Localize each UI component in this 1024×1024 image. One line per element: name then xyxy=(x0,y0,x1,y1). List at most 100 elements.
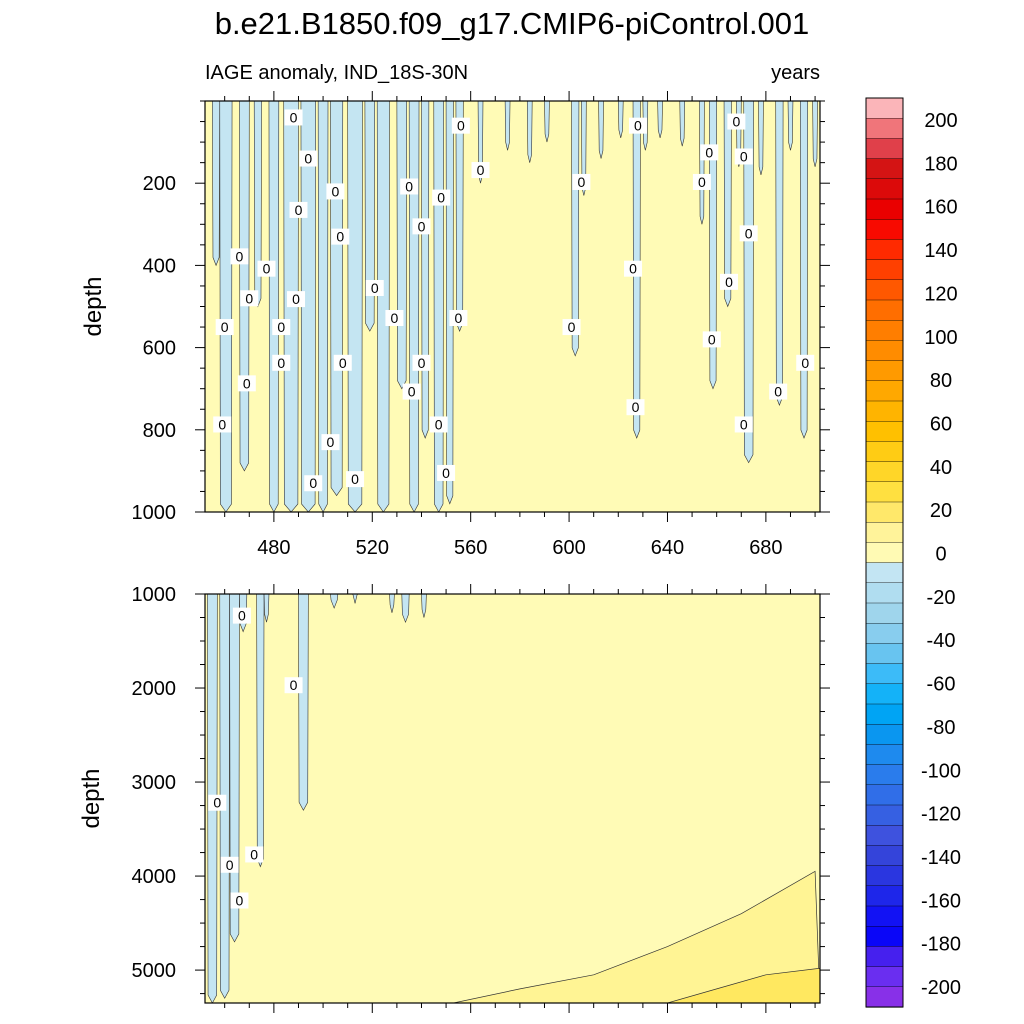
negative-band xyxy=(376,101,390,512)
x-tick-label: 640 xyxy=(651,537,684,559)
colorbar-swatch xyxy=(865,218,904,240)
y-tick-label: 200 xyxy=(143,173,176,195)
colorbar-label: -60 xyxy=(927,674,956,696)
colorbar-swatch xyxy=(865,986,904,1008)
contour-label: 0 xyxy=(732,114,740,130)
colorbar-frame xyxy=(865,97,904,1008)
negative-band xyxy=(212,101,221,267)
contour-label-box xyxy=(240,290,259,307)
negative-band xyxy=(317,101,329,512)
contour-label: 0 xyxy=(698,174,706,190)
contour-label-box xyxy=(451,117,470,134)
negative-band xyxy=(256,594,265,868)
contour-label: 0 xyxy=(568,319,576,335)
negative-band xyxy=(723,101,732,308)
contour-label: 0 xyxy=(774,384,782,400)
negative-band xyxy=(699,101,705,225)
negative-band xyxy=(263,594,270,623)
y-axis-label: depth xyxy=(78,768,105,828)
negative-band xyxy=(330,101,344,497)
x-tick-label: 560 xyxy=(454,537,487,559)
contour-label: 0 xyxy=(634,118,642,134)
colorbar-label: -80 xyxy=(927,717,956,739)
contour-label-box xyxy=(215,319,234,336)
contour-label: 0 xyxy=(245,290,253,306)
contour-label-box xyxy=(230,892,249,909)
units-subtitle: years xyxy=(771,62,820,84)
variable-subtitle: IAGE anomaly, IND_18S-30N xyxy=(205,62,469,84)
contour-label: 0 xyxy=(331,183,339,199)
contour-label: 0 xyxy=(708,331,716,347)
contour-label-box xyxy=(400,178,419,195)
colorbar-label: -140 xyxy=(921,847,961,869)
contour-label: 0 xyxy=(327,434,335,450)
contour-label-box xyxy=(429,416,448,433)
negative-band xyxy=(617,101,624,139)
y-tick-label: 4000 xyxy=(132,866,177,888)
x-tick-label: 480 xyxy=(257,537,290,559)
contour-label: 0 xyxy=(226,857,234,873)
colorbar-swatch xyxy=(865,279,904,301)
x-tick-label: 600 xyxy=(552,537,585,559)
colorbar-swatch xyxy=(865,623,904,645)
contour-label: 0 xyxy=(801,355,809,371)
colorbar-swatch xyxy=(865,259,904,281)
contour-label-box xyxy=(572,173,591,190)
contour-label: 0 xyxy=(435,416,443,432)
contour-label-box xyxy=(734,416,753,433)
negative-band xyxy=(775,101,784,406)
contour-label-box xyxy=(385,310,404,327)
contour-label: 0 xyxy=(418,355,426,371)
negative-band xyxy=(364,101,376,332)
contour-label-box xyxy=(284,677,303,694)
contour-label-box xyxy=(220,856,239,873)
contour-label: 0 xyxy=(292,291,300,307)
contour-label-box xyxy=(326,183,345,200)
contour-label-box xyxy=(272,354,291,371)
colorbar-swatch xyxy=(865,663,904,685)
contour-label: 0 xyxy=(221,319,229,335)
negative-band xyxy=(268,101,280,512)
contour-label-box xyxy=(272,319,291,336)
colorbar-swatch xyxy=(865,582,904,604)
contour-label: 0 xyxy=(263,261,271,277)
colorbar-label: 40 xyxy=(930,457,952,479)
colorbar-label: -40 xyxy=(927,630,956,652)
colorbar-swatch xyxy=(865,239,904,261)
negative-band xyxy=(401,594,410,624)
contour-label: 0 xyxy=(236,248,244,264)
contour-label-box xyxy=(769,383,788,400)
colorbar-swatch xyxy=(865,885,904,907)
contour-label-box xyxy=(432,189,451,206)
colorbar-swatch xyxy=(865,340,904,362)
negative-band xyxy=(571,101,580,357)
contour-label: 0 xyxy=(351,471,359,487)
y-tick-label: 1000 xyxy=(132,502,177,524)
contour-label: 0 xyxy=(304,151,312,167)
contour-label-box xyxy=(321,434,340,451)
y-tick-label: 400 xyxy=(143,255,176,277)
colorbar-swatch xyxy=(865,724,904,746)
contour-label: 0 xyxy=(408,384,416,400)
contour-label-box xyxy=(331,228,350,245)
y-tick-label: 800 xyxy=(143,420,176,442)
positive-40-region xyxy=(667,967,820,1003)
y-tick-label: 1000 xyxy=(132,584,177,606)
contour-label: 0 xyxy=(442,465,450,481)
colorbar-swatch xyxy=(865,744,904,766)
contour-label-box xyxy=(333,354,352,371)
colorbar-label: 140 xyxy=(924,240,957,262)
contour-label-box xyxy=(213,416,232,433)
y-tick-label: 2000 xyxy=(132,678,177,700)
contour-label-box xyxy=(346,471,365,488)
contour-label-box xyxy=(402,383,421,400)
panel-frame-1 xyxy=(204,593,821,1004)
contour-label: 0 xyxy=(740,148,748,164)
colorbar-swatch xyxy=(865,421,904,443)
contour-label: 0 xyxy=(371,280,379,296)
contour-label: 0 xyxy=(236,893,244,909)
colorbar-label: 80 xyxy=(930,370,952,392)
colorbar-swatch xyxy=(865,926,904,948)
contour-label-box xyxy=(702,331,721,348)
contour-label-box xyxy=(624,260,643,277)
